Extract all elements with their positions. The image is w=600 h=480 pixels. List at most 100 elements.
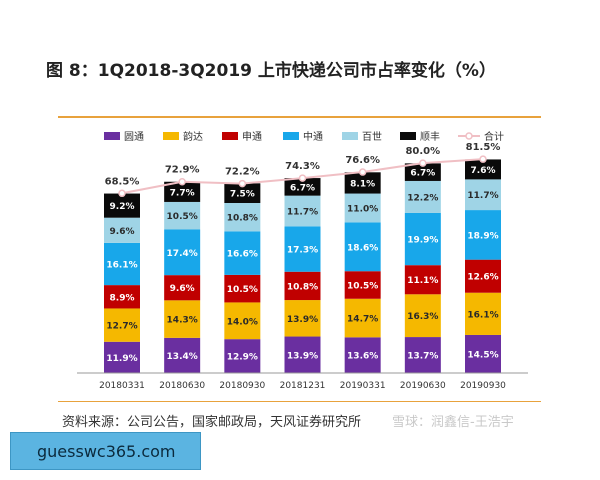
bar-20180630-series-5 — [164, 181, 201, 202]
legend-label-3: 中通 — [303, 130, 323, 143]
bar-20190630-series-4 — [404, 180, 441, 213]
total-label-20180930: 72.2% — [225, 167, 260, 178]
bar-label-20180630-series-4: 10.5% — [167, 212, 198, 222]
bar-20190331-series-4 — [344, 193, 381, 223]
bar-20190930-series-4 — [465, 179, 501, 211]
legend-swatch-5 — [400, 132, 416, 140]
chart-legend: 圆通 韵达 申通 中通 百世 顺丰 合计 — [104, 130, 504, 143]
bar-label-20180630-series-0: 13.4% — [167, 352, 198, 362]
bar-label-20190630-series-3: 19.9% — [407, 236, 438, 246]
bar-label-20180630-series-2: 9.6% — [170, 284, 195, 294]
bar-20190331-series-2 — [344, 271, 381, 299]
bar-20180331-series-4 — [104, 217, 140, 243]
bar-20181231-series-1 — [284, 300, 321, 337]
bar-label-20190630-series-1: 16.3% — [407, 312, 438, 322]
bar-label-20180331-series-3: 16.1% — [106, 260, 137, 270]
bar-20180630-series-2 — [164, 275, 201, 301]
bar-20190630-series-1 — [404, 294, 441, 338]
legend-label-1: 韵达 — [183, 130, 203, 143]
legend-label-total: 合计 — [484, 130, 504, 143]
total-label-20180630: 72.9% — [165, 165, 200, 176]
bar-label-20190630-series-5: 6.7% — [410, 169, 435, 179]
bar-label-20181231-series-5: 6.7% — [290, 183, 315, 193]
chart-title: 图 8：1Q2018-3Q2019 上市快递公司市占率变化（%） — [46, 61, 496, 81]
bar-20190630-series-5 — [404, 163, 441, 181]
bar-label-20180630-series-5: 7.7% — [170, 188, 195, 198]
bar-20190630-series-0 — [404, 337, 441, 373]
legend-swatch-1 — [163, 132, 179, 140]
total-point-20180930 — [238, 179, 247, 188]
total-label-20190331: 76.6% — [345, 155, 380, 166]
total-label-20180331: 68.5% — [105, 176, 140, 187]
stacked-bar-chart: 圆通 韵达 申通 中通 百世 顺丰 合计 11.9% 12.7% 8.9% 16.1% 9.6% 9.… — [77, 130, 528, 391]
total-point-20180331 — [118, 189, 126, 198]
x-tick-20190930: 20190930 — [460, 381, 506, 391]
data-labels: 11.9% 12.7% 8.9% 16.1% 9.6% 9.2% 13.4% 14.3% 9.6… — [106, 166, 498, 364]
url-banner-text: guesswc365.com — [37, 442, 176, 461]
x-tick-20180630: 20180630 — [159, 381, 205, 391]
legend-swatch-0 — [104, 132, 120, 140]
bar-20190331-series-3 — [344, 222, 381, 272]
bar-label-20180331-series-5: 9.2% — [110, 202, 135, 212]
bar-label-20190630-series-2: 11.1% — [407, 276, 438, 286]
bar-label-20190930-series-0: 14.5% — [467, 350, 498, 360]
bar-20180930-series-0 — [224, 339, 261, 373]
bar-label-20180930-series-4: 10.8% — [227, 214, 258, 224]
x-tick-20180930: 20180930 — [219, 381, 265, 391]
bar-20180331-series-5 — [104, 193, 140, 218]
url-banner: guesswc365.com — [10, 432, 201, 470]
legend-swatch-2 — [222, 132, 238, 140]
bar-label-20190930-series-1: 16.1% — [467, 310, 498, 320]
bar-20180331-series-1 — [104, 308, 140, 342]
total-point-20181231 — [298, 174, 307, 182]
bar-label-20190630-series-0: 13.7% — [407, 352, 438, 362]
bar-label-20190331-series-3: 18.6% — [347, 243, 378, 253]
bar-20190331-series-0 — [344, 337, 381, 373]
bar-label-20180930-series-2: 10.5% — [227, 285, 258, 295]
bar-label-20180331-series-1: 12.7% — [106, 322, 137, 332]
source-note: 资料来源：公司公告，国家邮政局，天风证券研究所 — [62, 415, 362, 430]
total-label-20181231: 74.3% — [285, 161, 320, 172]
bar-label-20180331-series-2: 8.9% — [110, 293, 135, 303]
bar-label-20190331-series-1: 14.7% — [347, 315, 378, 325]
bar-stacks — [104, 159, 501, 373]
bar-20190331-series-5 — [344, 172, 381, 194]
bar-20180630-series-0 — [164, 337, 201, 373]
bar-label-20180630-series-1: 14.3% — [167, 316, 198, 326]
x-tick-labels: 20180331 20180630 20180930 20181231 20190331… — [99, 381, 506, 391]
bar-20190930-series-0 — [465, 334, 501, 373]
bar-20181231-series-4 — [284, 195, 321, 227]
bar-label-20190331-series-2: 10.5% — [347, 281, 378, 291]
bar-20180630-series-1 — [164, 300, 201, 338]
bar-20180930-series-2 — [224, 274, 261, 303]
bar-label-20180630-series-3: 17.4% — [167, 249, 198, 259]
bar-20180630-series-4 — [164, 201, 201, 230]
total-point-20190331 — [358, 168, 367, 176]
bar-20190630-series-2 — [404, 265, 441, 295]
source-divider — [58, 401, 541, 402]
bar-20180930-series-1 — [224, 302, 261, 340]
total-label-20190930: 81.5% — [466, 142, 501, 153]
bar-20190331-series-1 — [344, 298, 381, 338]
total-point-20190930 — [479, 155, 487, 163]
legend-label-4: 百世 — [362, 131, 382, 143]
legend-label-2: 申通 — [242, 130, 262, 143]
total-line: 68.5% 72.9% 72.2% 74.3% 76.6% 80.0% 81.5% — [105, 142, 501, 198]
bar-20181231-series-5 — [284, 178, 321, 196]
x-tick-20190630: 20190630 — [400, 381, 446, 391]
legend-swatch-3 — [283, 132, 299, 140]
bar-label-20190930-series-5: 7.6% — [471, 166, 496, 176]
bar-label-20180930-series-3: 16.6% — [227, 250, 258, 260]
title-divider — [58, 116, 541, 118]
bar-20190930-series-5 — [465, 159, 501, 180]
bar-20180930-series-5 — [224, 183, 261, 203]
bar-label-20180930-series-1: 14.0% — [227, 317, 258, 327]
total-label-20190630: 80.0% — [405, 146, 440, 157]
bar-20190630-series-3 — [404, 212, 441, 266]
legend-swatch-4 — [342, 132, 358, 140]
total-point-20190630 — [419, 159, 427, 167]
x-tick-20180331: 20180331 — [99, 381, 145, 391]
legend-label-0: 圆通 — [124, 131, 144, 143]
bar-20180331-series-3 — [104, 242, 140, 286]
bar-label-20190930-series-2: 12.6% — [467, 273, 498, 283]
